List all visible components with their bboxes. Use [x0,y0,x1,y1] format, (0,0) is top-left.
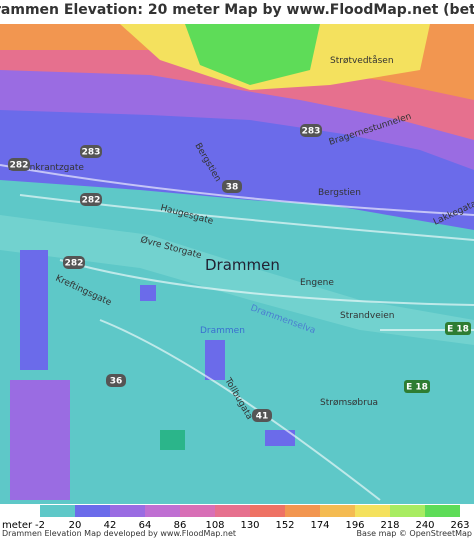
legend: meter -2 20 42 64 86 108 130 152 174 196 218 240 263 [2,505,470,531]
road-number: E 18 [406,383,428,393]
park [160,430,185,450]
roads [0,164,474,501]
legend-tick: 196 [345,520,364,531]
blue-patch [140,285,156,301]
legend-tick: 152 [275,520,294,531]
shield [106,374,126,387]
elevation-map: Strøtvedtåsen Bragernestunnelen Rosenkra… [0,24,474,504]
legend-swatch [180,505,215,517]
legend-swatch [110,505,145,517]
legend-swatch [250,505,285,517]
map-label: Drammen [205,256,280,274]
legend-unit: meter [2,520,33,531]
legend-tick: 108 [205,520,224,531]
shield [80,145,102,158]
road-number: E 18 [447,325,469,335]
shield [404,380,430,393]
blue-patch [205,340,225,380]
shield [80,193,102,206]
legend-swatch [215,505,250,517]
road-number: 283 [82,148,101,158]
legend-tick: 218 [380,520,399,531]
map-label: Engene [300,278,334,288]
blue-patch [265,430,295,446]
legend-tick: 42 [104,520,117,531]
legend-swatch [390,505,425,517]
legend-swatch [425,505,460,517]
river [0,215,474,345]
shield [252,409,272,422]
credit: Drammen Elevation Map developed by www.F… [2,529,236,538]
shield [63,256,85,269]
road-shields: 283 283 282 38 282 282 36 41 E 18 E 18 [8,124,471,422]
map-label: Bergstien [318,188,361,198]
blue-patch [20,250,48,370]
shield [445,322,471,335]
legend-tick: 64 [139,520,152,531]
purple-patch [10,380,70,500]
map-label: Strømsøbrua [320,398,378,408]
green-zone [185,24,320,85]
legend-tick: 20 [69,520,82,531]
shield [8,158,30,171]
map-label: Rosenkrantzgate [8,163,84,173]
legend-swatch [285,505,320,517]
legend-tick: 130 [240,520,259,531]
shield [222,180,242,193]
road-number: 282 [10,161,29,171]
legend-tick: 240 [415,520,434,531]
road-number: 282 [65,259,84,269]
map-label: Strandveien [340,311,394,321]
legend-swatch [40,505,75,517]
title: Drammen Elevation: 20 meter Map by www.F… [0,2,474,18]
legend-swatch [75,505,110,517]
attribution: Base map © OpenStreetMap [357,529,472,538]
legend-tick: 174 [310,520,329,531]
legend-tick: 263 [450,520,469,531]
legend-swatch [355,505,390,517]
shield [300,124,322,137]
legend-swatch [145,505,180,517]
legend-tick: 86 [174,520,187,531]
map-label: Strøtvedtåsen [330,55,394,66]
road-number: 36 [110,377,123,387]
road-number: 283 [302,127,321,137]
legend-tick: -2 [35,520,45,531]
road-number: 38 [226,183,239,193]
road-number: 41 [256,412,269,422]
road-number: 282 [82,196,101,206]
legend-swatch [320,505,355,517]
map-label: Drammen [200,326,245,336]
